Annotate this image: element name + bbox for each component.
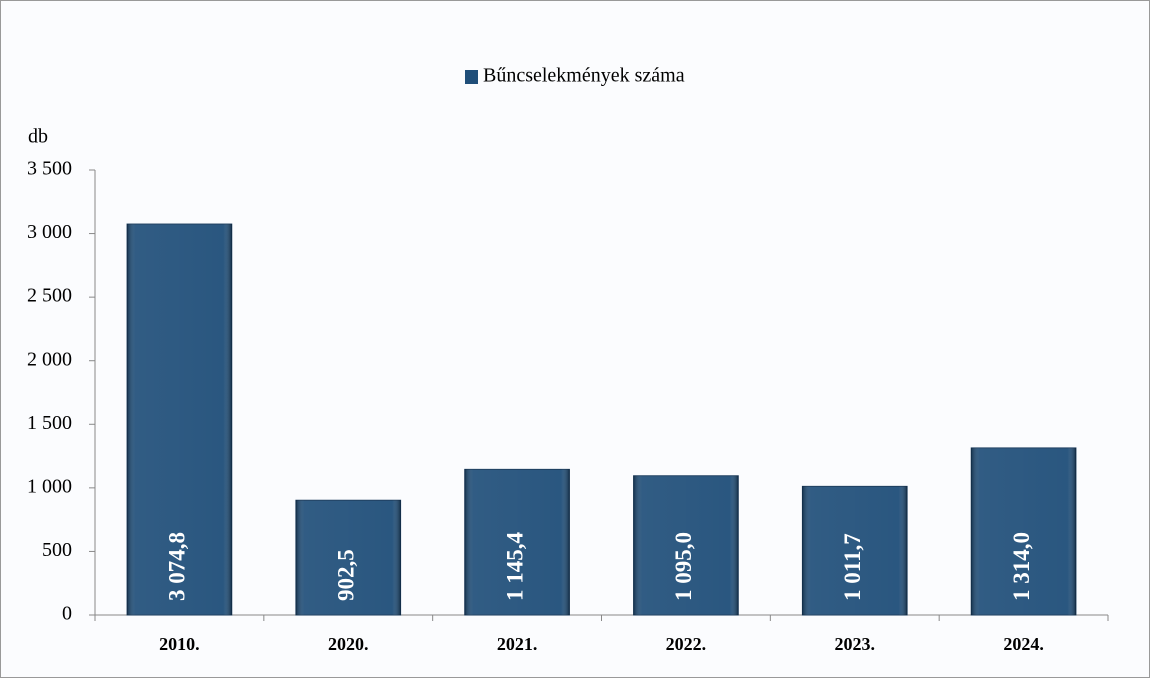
y-tick-label: 500 bbox=[42, 539, 72, 561]
y-tick-label: 2 000 bbox=[27, 348, 72, 370]
legend-label: Bűncselekmények száma bbox=[483, 65, 685, 87]
x-tick-label: 2010. bbox=[159, 634, 200, 654]
x-tick-label: 2020. bbox=[328, 634, 369, 654]
y-axis-label: db bbox=[28, 126, 48, 148]
value-label: 902,5 bbox=[334, 549, 359, 601]
bar-shade bbox=[971, 447, 1076, 615]
value-label: 1 314,0 bbox=[1009, 532, 1034, 601]
legend-swatch bbox=[465, 70, 478, 84]
y-tick-label: 2 500 bbox=[27, 285, 72, 307]
bar-shade bbox=[464, 469, 570, 615]
y-tick-label: 3 000 bbox=[27, 221, 72, 243]
x-tick-label: 2022. bbox=[666, 634, 707, 654]
value-label: 3 074,8 bbox=[165, 532, 190, 601]
value-label: 1 011,7 bbox=[840, 533, 865, 601]
y-tick-label: 1 500 bbox=[27, 412, 72, 434]
bar-shade bbox=[127, 224, 232, 615]
y-tick-label: 0 bbox=[62, 603, 72, 625]
y-tick-label: 1 000 bbox=[27, 475, 72, 497]
value-label: 1 145,4 bbox=[502, 532, 527, 602]
value-label: 1 095,0 bbox=[671, 532, 696, 601]
bar-shade bbox=[633, 475, 739, 615]
x-tick-label: 2023. bbox=[835, 634, 876, 654]
x-tick-label: 2024. bbox=[1003, 634, 1044, 654]
bar-shade bbox=[295, 500, 401, 615]
y-tick-label: 3 500 bbox=[27, 158, 72, 180]
x-tick-label: 2021. bbox=[497, 634, 538, 654]
bar-shade bbox=[802, 486, 908, 615]
